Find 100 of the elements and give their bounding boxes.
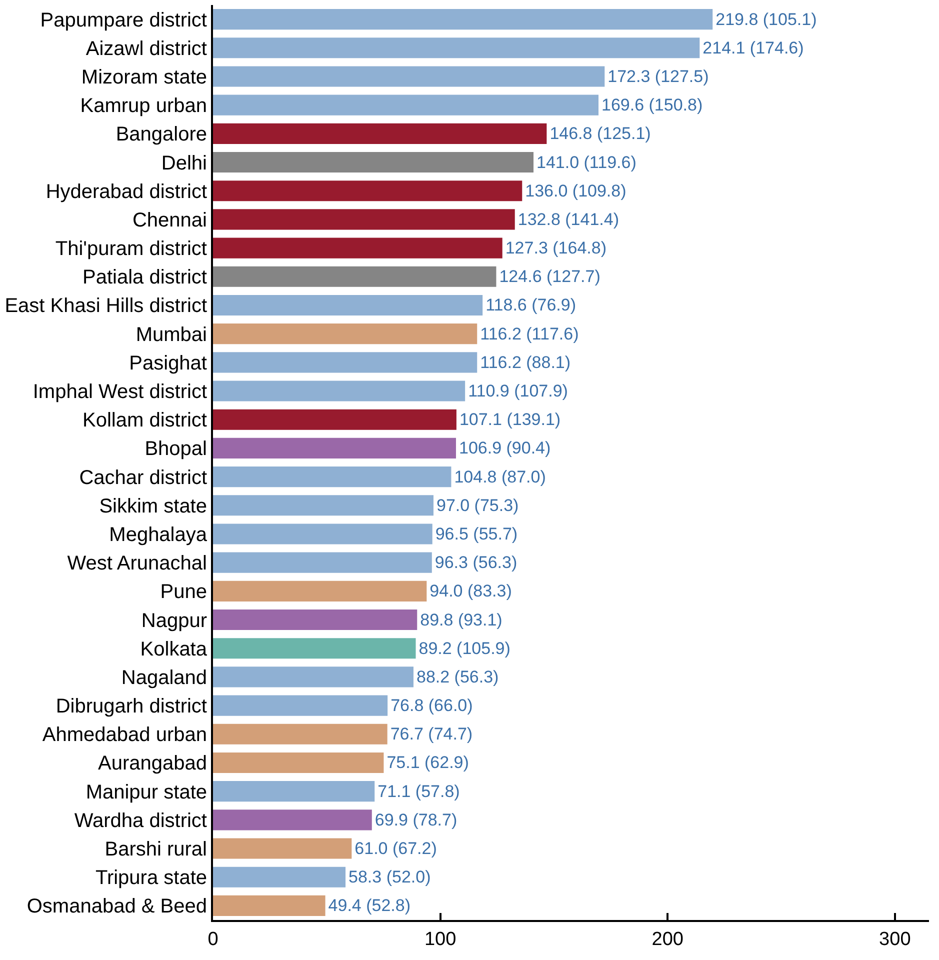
y-tick-label: East Khasi Hills district xyxy=(4,295,208,318)
y-tick-label: Bangalore xyxy=(116,124,207,146)
data-label: 49.4 (52.8) xyxy=(328,896,411,916)
bar xyxy=(213,495,434,516)
y-tick-label: Imphal West district xyxy=(32,381,208,404)
bar xyxy=(213,866,346,888)
y-tick-label: Pune xyxy=(160,581,207,604)
bar xyxy=(213,438,456,458)
bar xyxy=(213,580,427,602)
bar xyxy=(213,238,502,258)
y-tick-label: Thi'puram district xyxy=(55,238,208,260)
y-tick-label: Bhopal xyxy=(144,438,207,460)
data-label: 69.9 (78.7) xyxy=(374,810,458,830)
data-label: 107.1 (139.1) xyxy=(459,410,561,430)
data-label: 94.0 (83.3) xyxy=(430,582,512,601)
bar xyxy=(213,781,375,802)
y-tick-label: Mizoram state xyxy=(81,66,207,88)
y-tick-label: Chennai xyxy=(132,209,207,232)
bar xyxy=(213,724,388,744)
data-label: 76.8 (66.0) xyxy=(390,696,473,716)
data-label: 110.9 (107.9) xyxy=(468,382,568,401)
data-label: 106.9 (90.4) xyxy=(458,438,551,458)
data-label: 127.3 (164.8) xyxy=(505,238,606,258)
bar xyxy=(213,466,452,488)
x-tick-label: 100 xyxy=(424,928,456,950)
bar xyxy=(213,94,598,116)
x-tick-label: 0 xyxy=(208,928,218,950)
y-tick-label: Aizawl district xyxy=(86,38,208,60)
bar xyxy=(213,638,416,659)
data-label: 118.6 (76.9) xyxy=(486,296,576,315)
y-tick-label: Mumbai xyxy=(136,324,207,346)
data-label: 141.0 (119.6) xyxy=(536,152,636,172)
y-tick-label: Kolkata xyxy=(140,638,208,660)
data-label: 96.3 (56.3) xyxy=(434,553,518,572)
bar xyxy=(213,209,515,230)
bar xyxy=(213,352,478,373)
bar xyxy=(213,152,534,173)
data-label: 219.8 (105.1) xyxy=(716,10,817,29)
bar xyxy=(213,38,700,58)
data-label: 104.8 (87.0) xyxy=(454,467,546,486)
y-tick-label: Wardha district xyxy=(74,810,208,832)
y-tick-label: Papumpare district xyxy=(40,9,208,32)
y-tick-label: Delhi xyxy=(161,152,207,174)
y-tick-label: Dibrugarh district xyxy=(56,696,208,718)
x-tick-label: 300 xyxy=(879,928,911,950)
y-tick-label: Ahmedabad urban xyxy=(42,724,207,746)
bar xyxy=(213,552,432,573)
y-tick-label: West Arunachal xyxy=(67,552,207,575)
y-tick-label: Hyderabad district xyxy=(46,180,208,203)
data-label: 89.8 (93.1) xyxy=(420,610,502,630)
bar xyxy=(213,380,466,402)
y-tick-label: Patiala district xyxy=(82,266,208,289)
data-label: 169.6 (150.8) xyxy=(602,96,703,115)
bar xyxy=(213,752,384,774)
data-label: 75.1 (62.9) xyxy=(386,753,469,772)
data-label: 136.0 (109.8) xyxy=(525,181,626,200)
y-tick-label: Nagpur xyxy=(141,610,208,632)
bar xyxy=(213,324,478,344)
y-tick-label: Meghalaya xyxy=(109,524,208,546)
y-tick-label: Kollam district xyxy=(82,410,208,432)
data-label: 61.0 (67.2) xyxy=(354,839,437,858)
y-tick-label: Kamrup urban xyxy=(80,95,207,118)
data-label: 146.8 (125.1) xyxy=(550,124,651,144)
data-label: 214.1 (174.6) xyxy=(702,38,804,58)
y-tick-label: Cachar district xyxy=(79,466,208,489)
bar xyxy=(213,838,352,859)
bar xyxy=(213,180,522,202)
y-tick-label: Tripura state xyxy=(95,867,207,890)
bar xyxy=(213,810,372,830)
bar xyxy=(213,409,456,430)
data-label: 132.8 (141.4) xyxy=(518,210,619,229)
bar xyxy=(213,895,326,916)
y-tick-label: Pasighat xyxy=(129,352,208,374)
bar xyxy=(213,666,414,688)
bar xyxy=(213,9,713,30)
y-tick-label: Sikkim state xyxy=(99,495,207,518)
data-label: 58.3 (52.0) xyxy=(348,868,431,887)
data-label: 76.7 (74.7) xyxy=(390,724,473,744)
y-tick-label: Barshi rural xyxy=(104,838,207,861)
bar xyxy=(213,695,388,716)
data-label: 97.0 (75.3) xyxy=(436,496,519,515)
y-tick-label: Osmanabad & Beed xyxy=(26,896,207,918)
data-label: 116.2 (117.6) xyxy=(480,324,579,344)
data-label: 172.3 (127.5) xyxy=(608,66,709,86)
bar xyxy=(213,294,483,316)
data-label: 116.2 (88.1) xyxy=(480,352,571,372)
data-label: 96.5 (55.7) xyxy=(435,524,518,544)
data-label: 89.2 (105.9) xyxy=(418,638,510,658)
bar xyxy=(213,66,605,87)
data-label: 124.6 (127.7) xyxy=(499,267,600,286)
data-label: 71.1 (57.8) xyxy=(378,782,460,801)
x-tick-label: 200 xyxy=(652,928,684,950)
bar xyxy=(213,524,432,544)
y-tick-label: Aurangabad xyxy=(98,752,207,775)
bar xyxy=(213,123,547,144)
y-tick-label: Manipur state xyxy=(86,781,207,804)
y-tick-label: Nagaland xyxy=(121,666,207,689)
data-label: 88.2 (56.3) xyxy=(416,667,499,686)
bar xyxy=(213,609,418,630)
bar xyxy=(213,266,496,287)
